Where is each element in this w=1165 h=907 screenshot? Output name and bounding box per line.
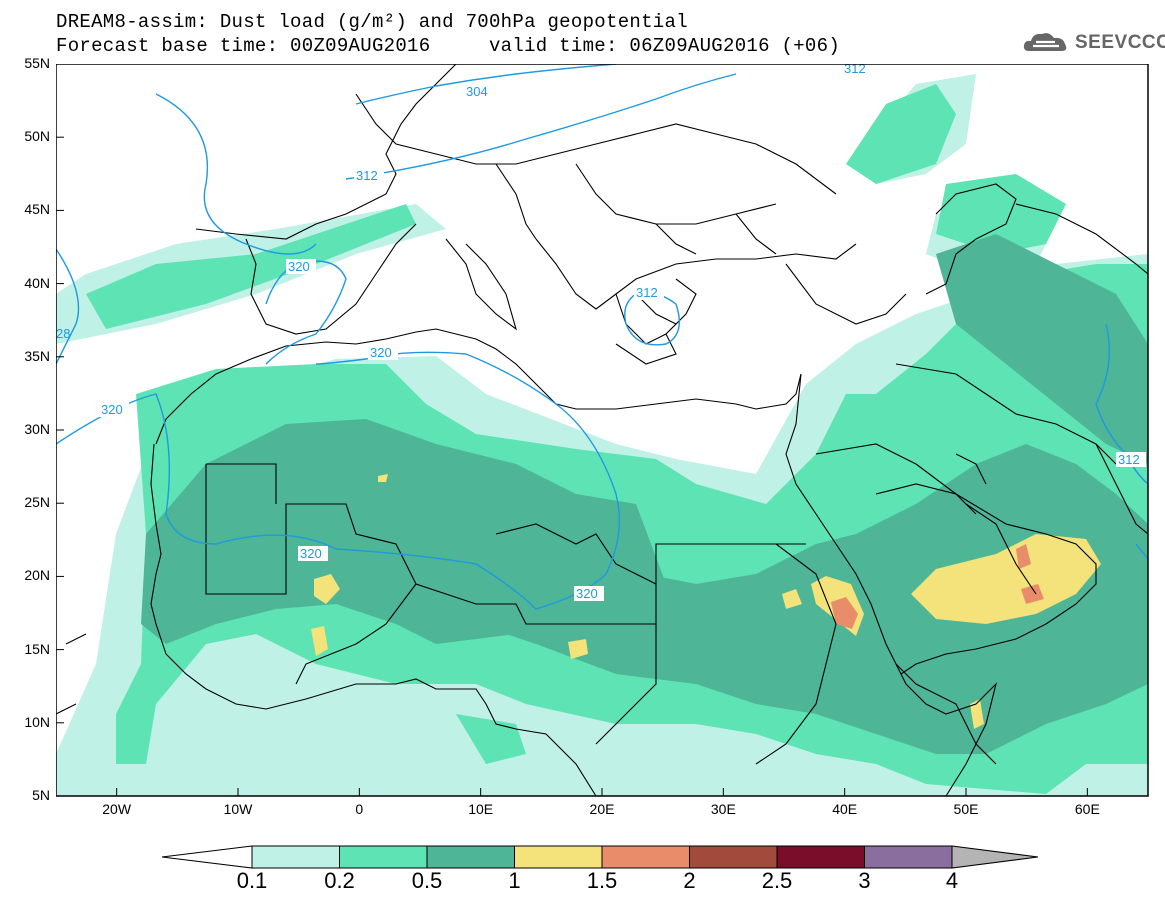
- lat-tick-label: 25N: [24, 494, 50, 511]
- colorbar-level-label: 2: [683, 868, 696, 893]
- coastlines-borders: [56, 64, 1148, 796]
- lat-tick-label: 45N: [24, 201, 50, 218]
- colorbar-level-label: 3: [858, 868, 871, 893]
- lat-tick-label: 35N: [24, 347, 50, 364]
- logo-text: SEEVCCC: [1075, 32, 1165, 53]
- colorbar-swatch: [251, 845, 340, 869]
- dust-level-0.5: [141, 234, 1148, 754]
- colorbar-swatch: [601, 845, 690, 869]
- colorbar-level-label: 4: [945, 868, 959, 893]
- colorbar-level-label: 0.2: [324, 868, 355, 893]
- lon-tick-label: 50E: [953, 801, 979, 817]
- colorbar-over-arrow: [951, 845, 1039, 869]
- contour-label: 28: [56, 326, 70, 341]
- contour-label: 320: [576, 586, 598, 601]
- lat-tick-label: 30N: [24, 421, 50, 437]
- lat-tick-label: 40N: [24, 274, 50, 291]
- lon-tick-label: 20E: [589, 801, 615, 817]
- contour-label: 312: [1118, 452, 1140, 467]
- lat-tick-label: 15N: [24, 640, 50, 657]
- forecast-time-line: Forecast base time: 00Z09AUG2016 valid t…: [56, 35, 841, 57]
- colorbar: [161, 845, 1039, 869]
- contour-label: 320: [288, 259, 310, 274]
- geopotential-contours: [56, 64, 1148, 610]
- colorbar-swatch: [776, 845, 865, 869]
- lat-tick-label: 55N: [24, 55, 50, 71]
- colorbar-under-arrow: [161, 845, 253, 869]
- colorbar-swatch: [426, 845, 515, 869]
- lat-tick-label: 10N: [24, 713, 50, 730]
- cloud-logo-icon: [1023, 33, 1067, 51]
- contour-label: 320: [300, 546, 322, 561]
- contour-label: 312: [844, 64, 866, 76]
- colorbar-swatch: [339, 845, 428, 869]
- dust-load-map: 312 304 312 320 312 320 320 320 320 312 …: [56, 64, 1149, 797]
- lon-tick-label: 20W: [102, 801, 132, 817]
- colorbar-level-label: 1.5: [586, 868, 618, 893]
- contour-label: 320: [370, 345, 392, 360]
- lat-tick-label: 5N: [32, 787, 50, 803]
- seevccc-logo: SEEVCCC: [1021, 27, 1165, 57]
- contour-label-group: 312 304 312 320 312 320 320 320 320 312 …: [56, 64, 1146, 601]
- colorbar-level-label: 2.5: [761, 868, 793, 893]
- colorbar-swatch: [864, 845, 953, 869]
- lon-tick-label: 10W: [223, 801, 253, 817]
- contour-label: 320: [101, 402, 123, 417]
- contour-label: 304: [466, 84, 488, 99]
- lon-tick-label: 10E: [468, 801, 494, 817]
- colorbar-level-label: 0.5: [411, 868, 443, 893]
- colorbar-level-label: 1: [508, 868, 521, 893]
- colorbar-swatch: [689, 845, 778, 869]
- lon-tick-label: 60E: [1074, 801, 1100, 817]
- dust-level-1.5: [831, 544, 1044, 629]
- map-title: DREAM8-assim: Dust load (g/m²) and 700hP…: [56, 11, 688, 33]
- colorbar-swatch: [514, 845, 603, 869]
- lat-tick-label: 50N: [24, 128, 50, 145]
- lat-tick-label: 20N: [24, 567, 50, 584]
- lon-tick-label: 30E: [710, 801, 736, 817]
- contour-label: 312: [356, 168, 378, 183]
- axis-ticks: [56, 64, 1088, 797]
- colorbar-level-label: 0.1: [236, 868, 268, 893]
- lon-tick-label: 0: [355, 801, 364, 817]
- contour-label: 312: [636, 285, 658, 300]
- lon-tick-label: 40E: [832, 801, 858, 817]
